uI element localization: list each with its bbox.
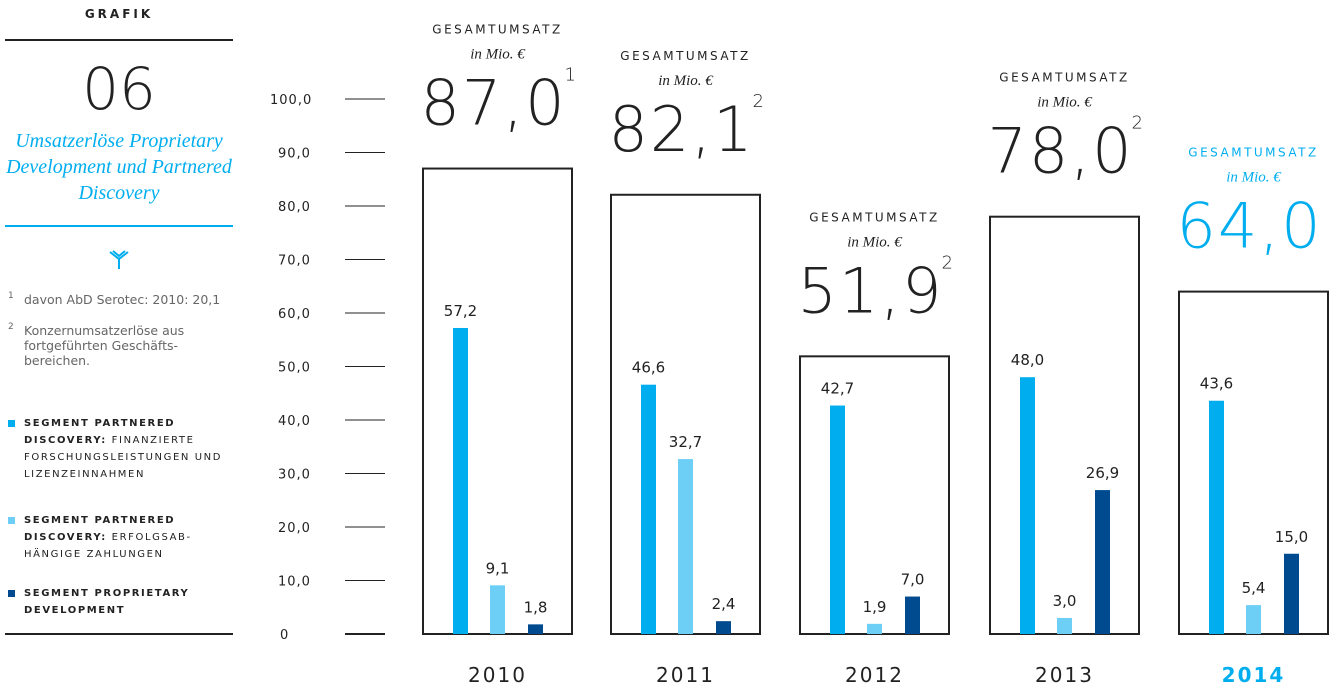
total-note: 2 (1132, 113, 1143, 134)
legend-swatch (8, 590, 15, 597)
rule (5, 633, 233, 635)
x-tick-label: 2011 (656, 663, 715, 687)
value-label: 1,8 (524, 598, 548, 616)
total-label: GESAMTUMSATZ (432, 23, 562, 37)
total-value: 64,0 (1176, 190, 1322, 263)
total-note: 1 (565, 65, 576, 86)
value-label: 15,0 (1275, 528, 1308, 546)
icon (109, 250, 129, 269)
bar (905, 596, 920, 634)
value-label: 3,0 (1053, 592, 1077, 610)
total-box (989, 215, 1140, 635)
value-label: 42,7 (821, 380, 854, 398)
footnote-text: Konzernumsatzerlöse aus fortgeführten Ge… (24, 323, 185, 368)
x-tick-label: 2013 (1035, 663, 1094, 687)
x-tick-label: 2012 (845, 663, 904, 687)
value-label: 48,0 (1011, 351, 1044, 369)
rule (5, 39, 233, 41)
bar (1095, 490, 1110, 634)
total-label: GESAMTUMSATZ (809, 210, 939, 224)
x-tick-label: 2014 (1222, 663, 1286, 687)
total-value: 51,9 (797, 254, 943, 327)
total-label: GESAMTUMSATZ (620, 49, 750, 63)
total-box (1178, 290, 1329, 635)
side-panel: GRAFIK 06 Umsatzerlöse Proprietary Devel… (0, 0, 240, 689)
bar (1057, 617, 1072, 634)
legend-text: SEGMENT PARTNERED DISCOVERY: FINANZIERTE… (8, 415, 233, 483)
legend-text: SEGMENT PARTNERED DISCOVERY: ERFOLGSAB-H… (8, 512, 233, 563)
y-tick-label: 100,0 (270, 93, 312, 108)
x-tick-label: 2010 (468, 663, 527, 687)
total-box (799, 355, 950, 635)
total-unit: in Mio. € (1226, 170, 1282, 186)
total-note: 2 (942, 252, 953, 273)
panel-label: GRAFIK (84, 7, 154, 21)
y-tick-label: 20,0 (278, 521, 311, 536)
legend-text: SEGMENT PROPRIETARY DEVELOPMENT (8, 585, 233, 619)
total-value: 87,0 (420, 67, 566, 140)
bar (1284, 553, 1299, 634)
chart-title: Umsatzerlöse Proprietary Development und… (6, 130, 232, 204)
total-box (610, 193, 761, 635)
footnote-marker: 2 (8, 322, 14, 332)
legend-name: SEGMENT PARTNERED DISCOVERY: (24, 515, 176, 543)
bar (1020, 377, 1035, 634)
legend-item: SEGMENT PARTNERED DISCOVERY: ERFOLGSAB-H… (8, 512, 233, 563)
bar (867, 623, 882, 634)
rule (5, 225, 233, 227)
total-note: 2 (753, 91, 764, 112)
legend-swatch (8, 420, 15, 427)
legend-description: FINANZIERTE FORSCHUNGSLEISTUNGEN UND LIZ… (24, 435, 223, 480)
total-unit: in Mio. € (470, 47, 526, 63)
bar (678, 459, 693, 634)
legend-item: SEGMENT PROPRIETARY DEVELOPMENT (8, 585, 233, 619)
total-box (422, 167, 573, 636)
total-unit: in Mio. € (847, 234, 903, 250)
value-label: 46,6 (632, 359, 665, 377)
bar (528, 624, 543, 634)
legend-name: SEGMENT PARTNERED DISCOVERY: (24, 418, 176, 446)
bar (1209, 400, 1224, 634)
bar (830, 405, 845, 634)
y-tick-label: 10,0 (278, 575, 311, 590)
y-tick-label: 90,0 (278, 147, 311, 162)
y-tick-label: 0 (280, 628, 289, 643)
y-tick-label: 70,0 (278, 254, 311, 269)
value-label: 43,6 (1200, 375, 1233, 393)
y-tick-label: 50,0 (278, 361, 311, 376)
value-label: 7,0 (901, 571, 925, 589)
value-label: 5,4 (1242, 579, 1266, 597)
bar (453, 327, 468, 634)
legend-item: SEGMENT PARTNERED DISCOVERY: FINANZIERTE… (8, 415, 233, 483)
total-value: 78,0 (987, 115, 1133, 188)
footnote: 2 Konzernumsatzerlöse aus fortgeführten G… (8, 322, 233, 368)
y-tick-label: 80,0 (278, 200, 311, 215)
y-tick-label: 30,0 (278, 468, 311, 483)
bar (490, 585, 505, 634)
total-value: 82,1 (608, 93, 754, 166)
y-tick-label: 40,0 (278, 414, 311, 429)
footnote-marker: 1 (8, 291, 14, 301)
figure-number: 06 (82, 55, 156, 123)
y-tick-label: 60,0 (278, 307, 311, 322)
bar (641, 384, 656, 634)
value-label: 9,1 (486, 559, 510, 577)
total-label: GESAMTUMSATZ (1188, 146, 1318, 160)
value-label: 32,7 (669, 433, 702, 451)
value-label: 57,2 (444, 302, 477, 320)
legend-name: SEGMENT PROPRIETARY DEVELOPMENT (24, 588, 190, 616)
bar (716, 621, 731, 634)
legend-swatch (8, 517, 15, 524)
total-label: GESAMTUMSATZ (999, 71, 1129, 85)
value-label: 1,9 (863, 598, 887, 616)
value-label: 26,9 (1086, 464, 1119, 482)
total-unit: in Mio. € (1037, 95, 1093, 111)
footnote: 1 davon AbD Serotec: 2010: 20,1 (8, 291, 233, 307)
total-unit: in Mio. € (658, 73, 714, 89)
bar (1246, 605, 1261, 634)
value-label: 2,4 (712, 595, 736, 613)
footnote-text: davon AbD Serotec: 2010: 20,1 (24, 292, 221, 307)
legend-description: ERFOLGSAB-HÄNGIGE ZAHLUNGEN (24, 532, 192, 560)
